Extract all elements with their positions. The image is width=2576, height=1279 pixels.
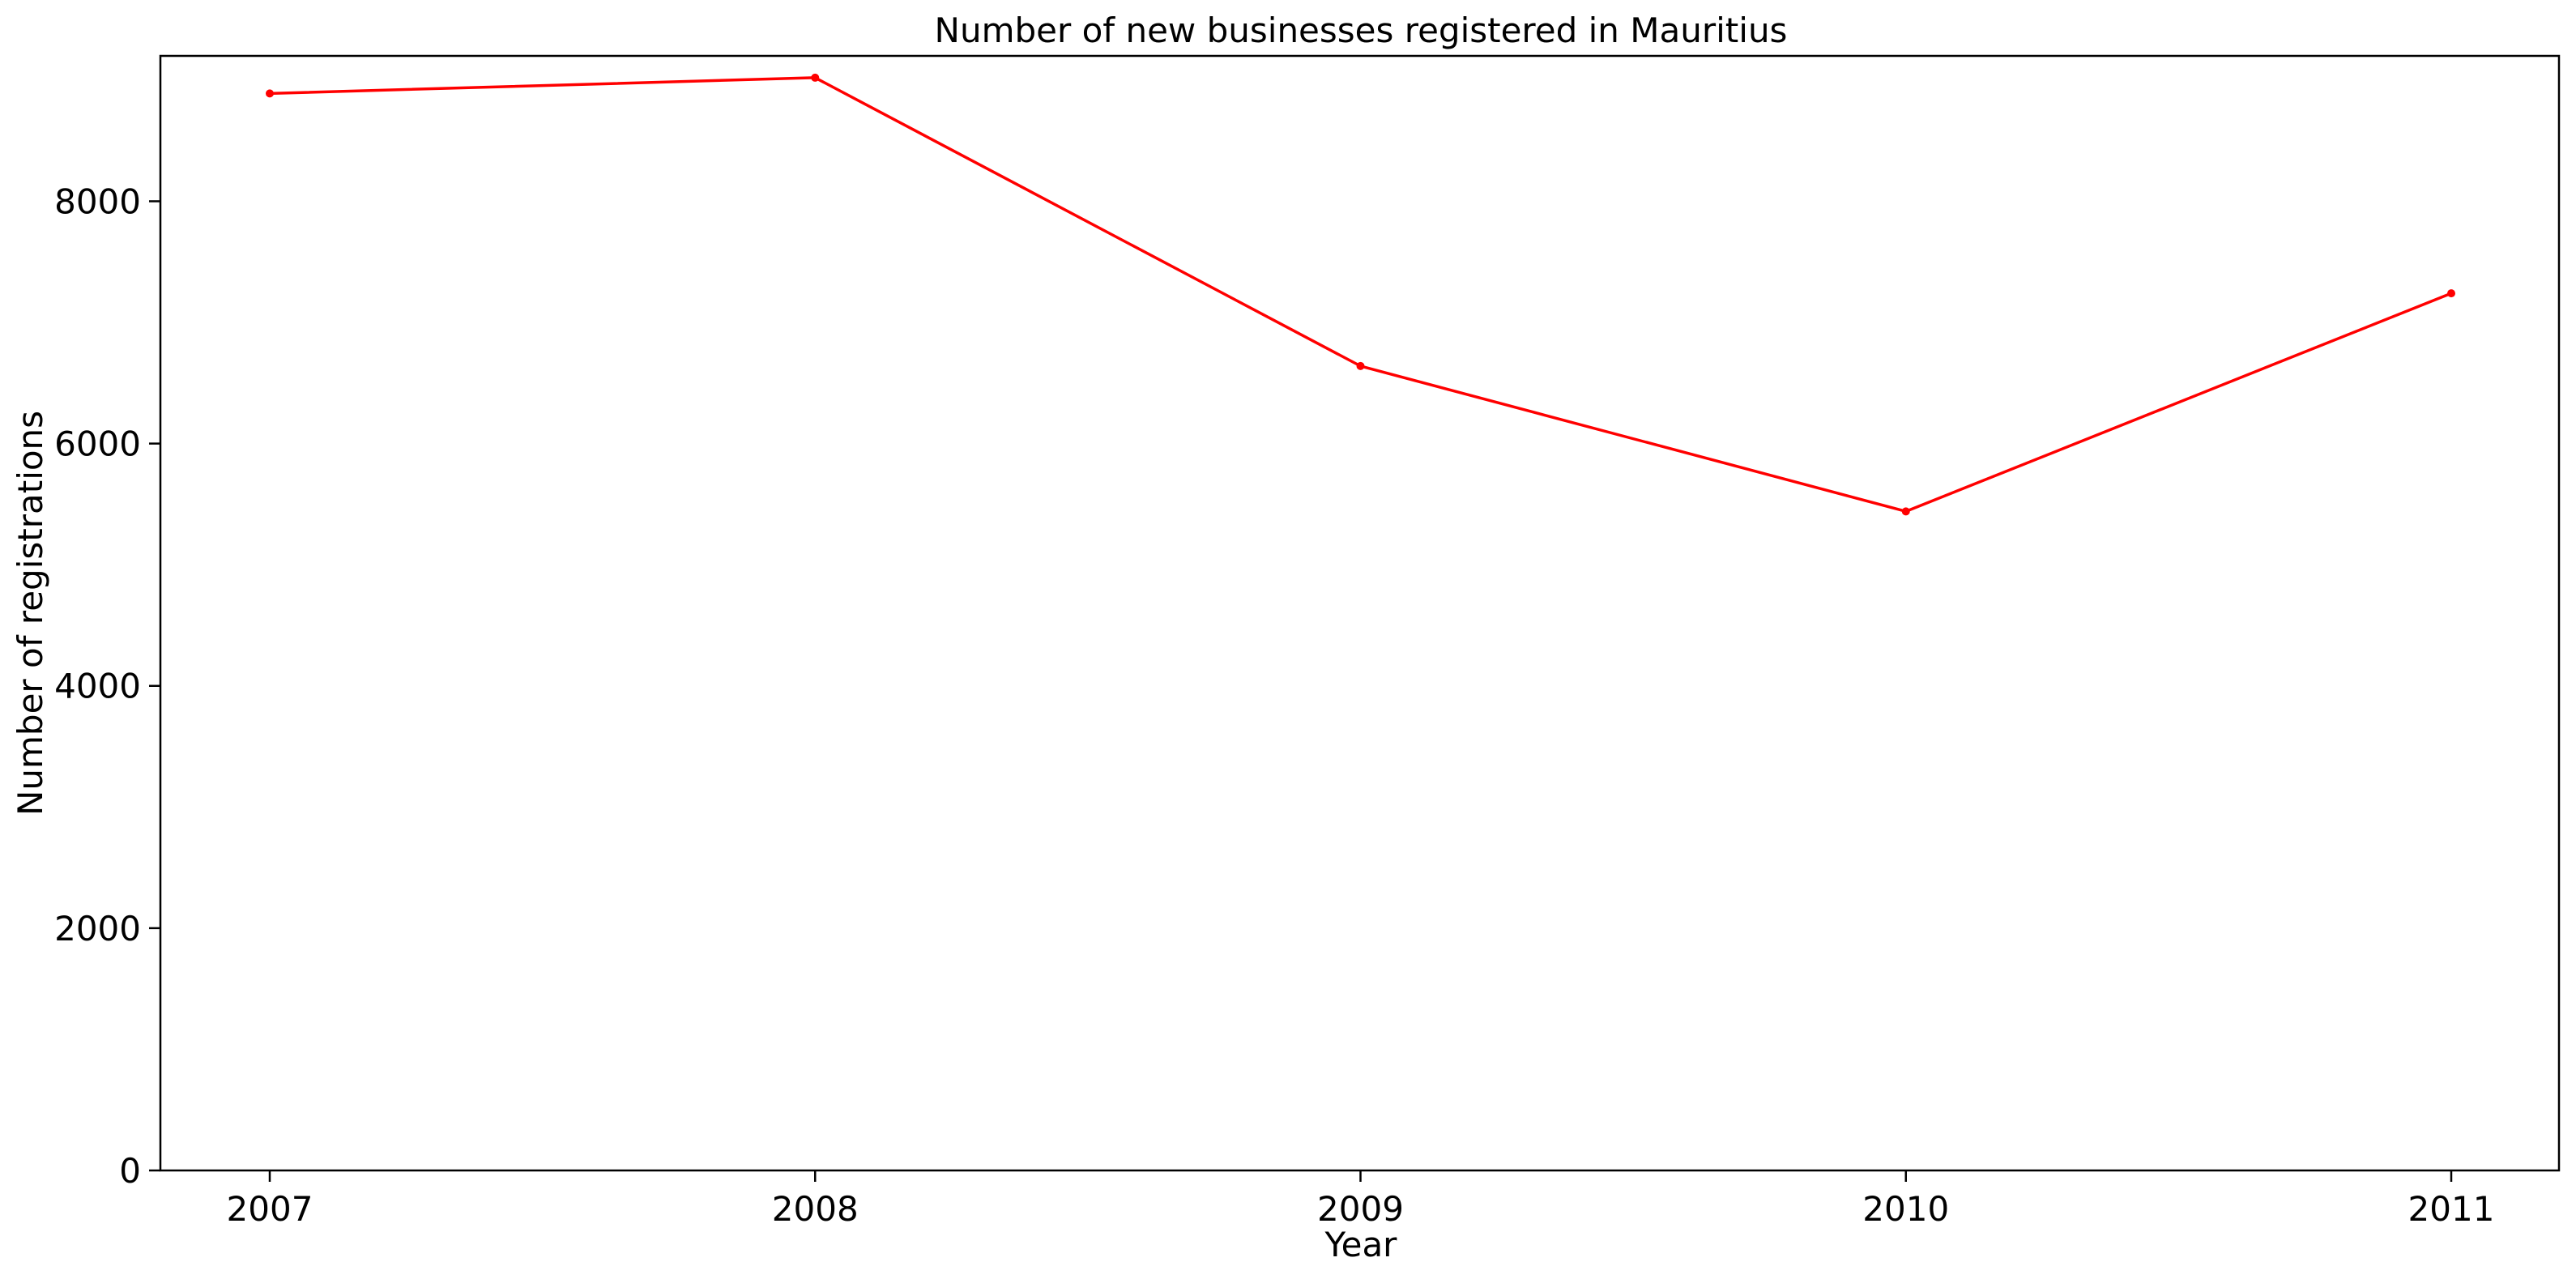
chart-title: Number of new businesses registered in M…: [935, 11, 1788, 50]
x-tick-label: 2011: [2408, 1189, 2495, 1229]
plot-area-frame: [159, 54, 2561, 1172]
x-tick-label: 2009: [1317, 1189, 1404, 1229]
y-tick-label: 8000: [54, 181, 141, 221]
y-tick-label: 2000: [54, 909, 141, 949]
x-tick-label: 2010: [1862, 1189, 1949, 1229]
data-point: [811, 73, 820, 82]
data-point: [1356, 361, 1365, 370]
x-axis-title: Year: [1324, 1225, 1398, 1264]
y-axis: 0 2000 4000 6000 8000: [54, 181, 160, 1191]
x-tick-label: 2008: [772, 1189, 859, 1229]
data-point: [2447, 289, 2455, 298]
series-line: [269, 76, 2452, 514]
y-tick-label: 4000: [54, 667, 141, 706]
x-tick-label: 2007: [227, 1189, 313, 1229]
x-axis: 2007 2008 2009 2010 2011: [227, 1170, 2495, 1229]
data-point: [266, 89, 274, 98]
y-tick-label: 6000: [54, 424, 141, 464]
y-tick-label: 0: [119, 1151, 141, 1191]
series-layer: [266, 73, 2455, 516]
y-axis-title: Number of registrations: [11, 411, 50, 816]
data-point: [1901, 507, 1910, 516]
